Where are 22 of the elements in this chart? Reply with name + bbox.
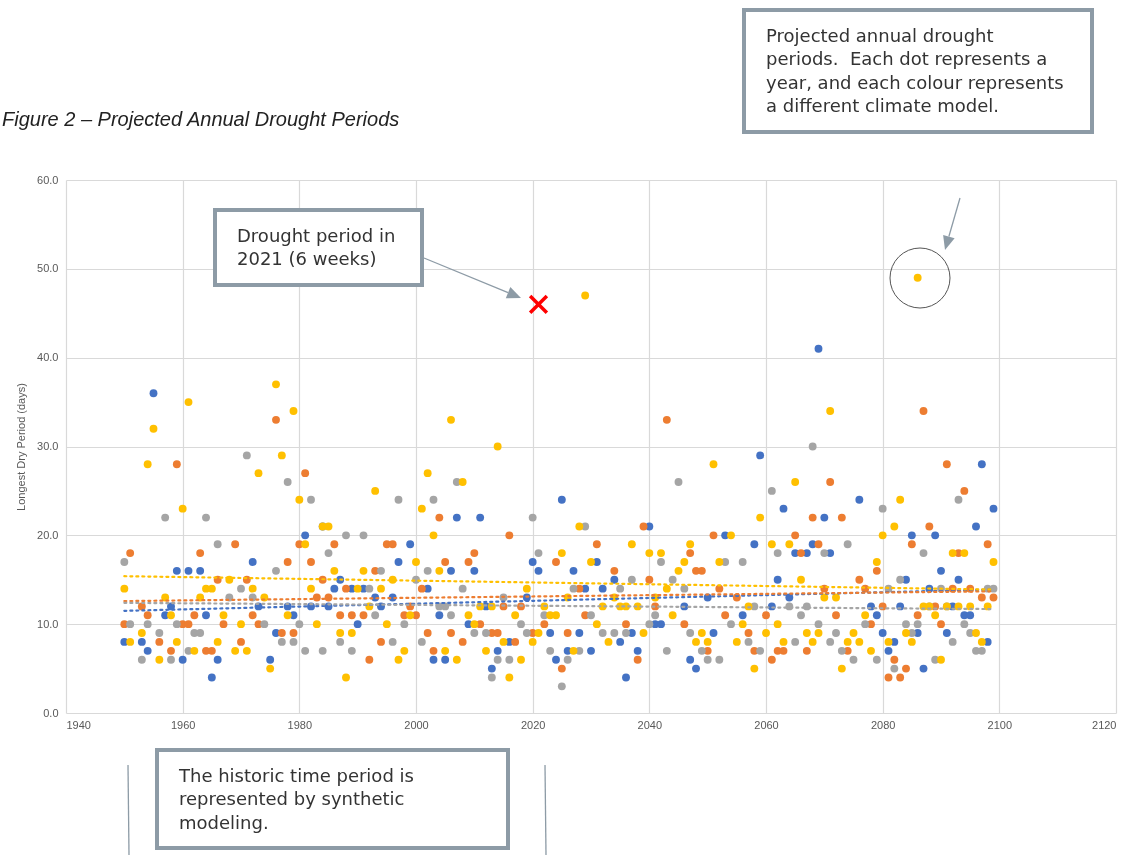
callout-box: The historic time period is represented by synthetic modeling. (155, 748, 510, 851)
y-tick-label: 0.0 (43, 706, 59, 719)
y-tick-label: 50.0 (37, 262, 59, 275)
x-tick-label: 2020 (520, 718, 546, 731)
y-axis-title: Longest Dry Period (days) (15, 383, 28, 511)
x-tick-label: 2040 (637, 718, 663, 731)
callout-box: Drought period in 2021 (6 weeks) (213, 208, 424, 287)
x-tick-label: 1940 (66, 718, 91, 731)
x-tick-label: 1980 (287, 718, 313, 731)
chart-title: Figure 2 – Projected Annual Drought Periods (2, 108, 400, 130)
y-tick-label: 30.0 (37, 440, 59, 452)
x-tick-label: 2100 (987, 718, 1013, 731)
x-tick-label: 2120 (1092, 718, 1117, 731)
x-tick-label: 2000 (404, 718, 429, 731)
y-tick-label: 60.0 (37, 173, 59, 186)
x-tick-label: 2060 (754, 718, 779, 731)
x-tick-label: 2080 (870, 718, 896, 731)
x-tick-label: 1960 (170, 718, 196, 731)
y-tick-label: 40.0 (37, 351, 59, 364)
y-tick-label: 10.0 (37, 617, 59, 630)
y-tick-label: 20.0 (37, 528, 59, 541)
callout-box: Projected annual drought periods. Each dot represents a year, and each colour represents a different climate model. (742, 8, 1094, 134)
